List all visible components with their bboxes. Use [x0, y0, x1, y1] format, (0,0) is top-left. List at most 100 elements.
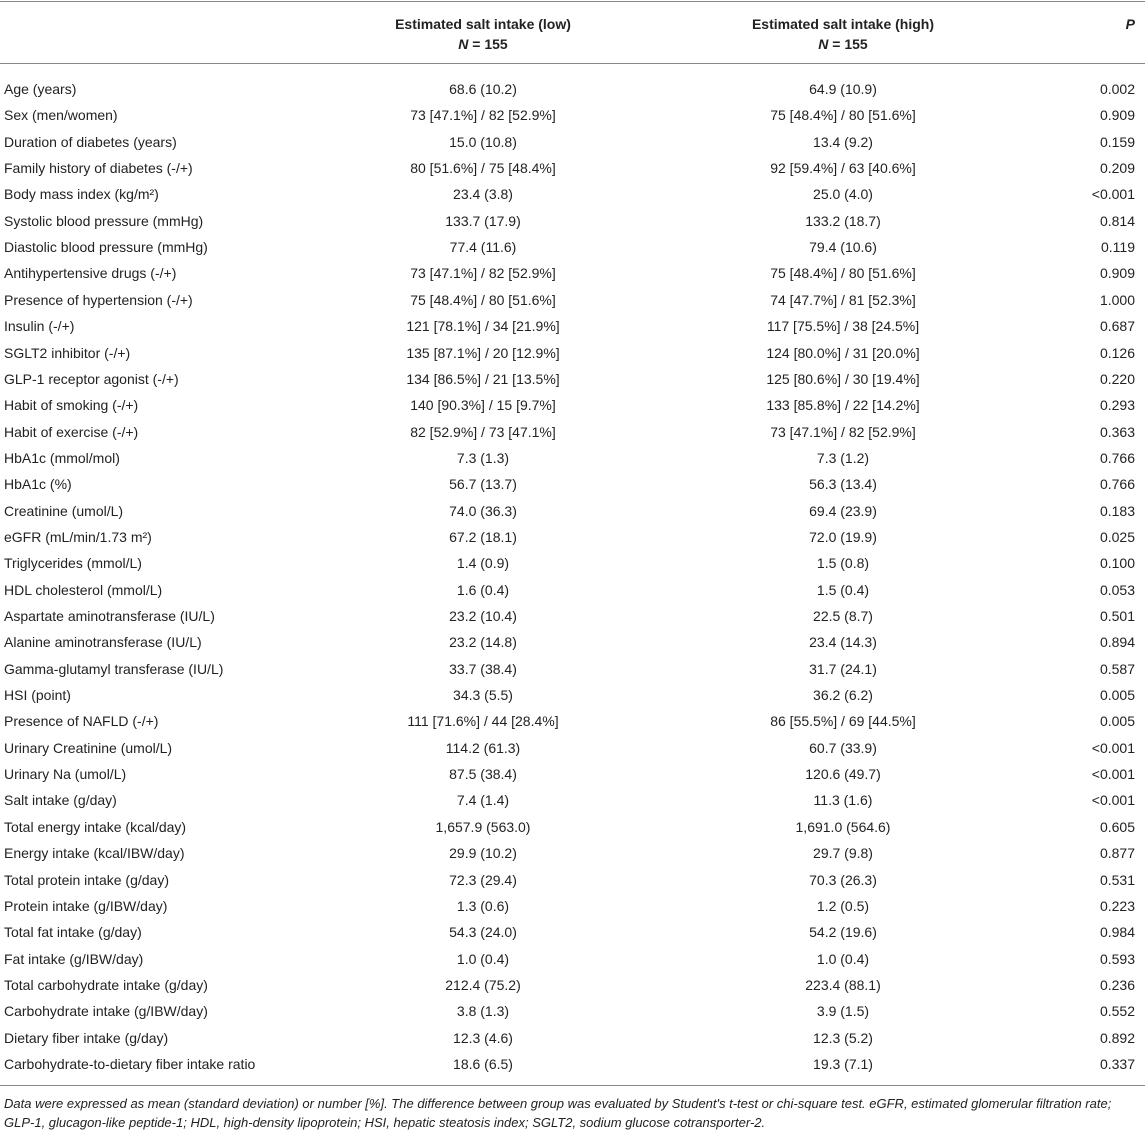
cell-low: 133.7 (17.9)	[445, 212, 521, 229]
cell-p: <0.001	[1091, 792, 1135, 809]
cell-high: 75 [48.4%] / 80 [51.6%]	[770, 107, 916, 124]
cell-low: 82 [52.9%] / 73 [47.1%]	[410, 423, 556, 440]
cell-high: 60.7 (33.9)	[809, 739, 877, 756]
cell-p: 0.236	[1099, 976, 1135, 993]
cell-high: 36.2 (6.2)	[813, 687, 873, 704]
cell-high: 12.3 (5.2)	[813, 1029, 873, 1046]
cell-p: 0.002	[1099, 81, 1135, 97]
row-label: Aspartate aminotransferase (IU/L)	[4, 608, 215, 624]
cell-p: 0.220	[1099, 370, 1135, 387]
row-label: Gamma-glutamyl transferase (IU/L)	[4, 660, 224, 677]
cell-high: 92 [59.4%] / 63 [40.6%]	[770, 160, 916, 177]
cell-high: 117 [75.5%] / 38 [24.5%]	[766, 318, 920, 335]
row-label: Systolic blood pressure (mmHg)	[4, 212, 204, 229]
cell-high: 1,691.0 (564.6)	[795, 818, 891, 835]
row-label: HbA1c (%)	[4, 476, 72, 493]
cell-p: 0.531	[1099, 871, 1135, 888]
row-label: Carbohydrate-to-dietary fiber intake rat…	[4, 1055, 256, 1072]
cell-high: 72.0 (19.9)	[809, 528, 877, 545]
cell-p: 0.159	[1099, 133, 1135, 150]
cell-low: 114.2 (61.3)	[445, 739, 521, 756]
column-title: P	[1125, 16, 1135, 32]
cell-high: 29.7 (9.8)	[813, 845, 873, 862]
bottom-rule	[0, 1085, 1145, 1086]
cell-p: 0.593	[1099, 950, 1135, 967]
cell-high: 7.3 (1.2)	[816, 449, 870, 466]
cell-low: 23.4 (3.8)	[453, 186, 513, 203]
column-title: Estimated salt intake (low)	[395, 16, 571, 32]
cell-low: 135 [87.1%] / 20 [12.9%]	[406, 344, 560, 361]
row-label: Presence of hypertension (-/+)	[4, 291, 193, 308]
cell-high: 13.4 (9.2)	[813, 133, 873, 150]
cell-p: 0.126	[1099, 344, 1135, 361]
cell-high: 31.7 (24.1)	[809, 660, 877, 677]
cell-high: 11.3 (1.6)	[813, 792, 873, 809]
row-label: Carbohydrate intake (g/IBW/day)	[4, 1003, 208, 1020]
row-label: Total fat intake (g/day)	[4, 924, 142, 941]
cell-high: 133 [85.8%] / 22 [14.2%]	[766, 397, 920, 414]
cell-low: 29.9 (10.2)	[449, 845, 517, 862]
row-label: Protein intake (g/IBW/day)	[4, 897, 168, 914]
row-label: Diastolic blood pressure (mmHg)	[4, 239, 208, 256]
row-label: Age (years)	[4, 81, 77, 97]
cell-low: 134 [86.5%] / 21 [13.5%]	[406, 370, 560, 387]
cell-low: 67.2 (18.1)	[449, 528, 517, 545]
row-label: Duration of diabetes (years)	[4, 133, 177, 150]
row-label: Antihypertensive drugs (-/+)	[4, 265, 177, 282]
row-label: Body mass index (kg/m²)	[4, 186, 159, 203]
cell-high: 70.3 (26.3)	[809, 871, 877, 888]
cell-p: 0.005	[1099, 713, 1135, 730]
cell-low: 1.3 (0.6)	[456, 897, 510, 914]
cell-p: 0.909	[1099, 107, 1135, 124]
cell-low: 73 [47.1%] / 82 [52.9%]	[410, 107, 556, 124]
cell-low: 212.4 (75.2)	[445, 976, 521, 993]
cell-p: 0.877	[1099, 845, 1135, 862]
cell-low: 1.0 (0.4)	[456, 950, 510, 967]
cell-high: 125 [80.6%] / 30 [19.4%]	[766, 370, 920, 387]
cell-p: 1.000	[1099, 291, 1135, 308]
row-label: HbA1c (mmol/mol)	[4, 449, 120, 466]
row-label: Total carbohydrate intake (g/day)	[4, 976, 208, 993]
row-label: Total energy intake (kcal/day)	[4, 818, 187, 835]
cell-p: 0.005	[1099, 687, 1135, 704]
cell-p: 0.100	[1099, 555, 1135, 572]
row-label: HDL cholesterol (mmol/L)	[4, 581, 163, 598]
top-rule	[0, 1, 1145, 2]
cell-high: 79.4 (10.6)	[809, 239, 877, 256]
cell-high: 1.5 (0.8)	[816, 555, 870, 572]
cell-low: 140 [90.3%] / 15 [9.7%]	[410, 397, 556, 414]
cell-high: 124 [80.0%] / 31 [20.0%]	[766, 344, 920, 361]
cell-low: 74.0 (36.3)	[449, 502, 517, 519]
cell-low: 111 [71.6%] / 44 [28.4%]	[407, 713, 559, 730]
column-n: N = 155	[283, 35, 683, 53]
cell-low: 3.8 (1.3)	[456, 1003, 510, 1020]
cell-low: 1.4 (0.9)	[456, 555, 510, 572]
cell-low: 15.0 (10.8)	[449, 133, 517, 150]
cell-high: 74 [47.7%] / 81 [52.3%]	[770, 291, 916, 308]
cell-low: 87.5 (38.4)	[449, 766, 517, 783]
cell-high: 69.4 (23.9)	[809, 502, 877, 519]
cell-low: 34.3 (5.5)	[453, 687, 513, 704]
row-label: Urinary Na (umol/L)	[4, 766, 127, 783]
cell-low: 12.3 (4.6)	[453, 1029, 513, 1046]
cell-p: 0.766	[1099, 449, 1135, 466]
cell-low: 121 [78.1%] / 34 [21.9%]	[406, 318, 560, 335]
cell-p: <0.001	[1091, 739, 1135, 756]
n-value: = 155	[472, 36, 508, 52]
cell-low: 75 [48.4%] / 80 [51.6%]	[410, 291, 556, 308]
cell-high: 22.5 (8.7)	[813, 608, 873, 624]
column-title: Estimated salt intake (high)	[751, 16, 935, 32]
cell-p: 0.552	[1099, 1003, 1135, 1020]
row-label: Habit of smoking (-/+)	[4, 397, 139, 414]
cell-high: 75 [48.4%] / 80 [51.6%]	[770, 265, 916, 282]
row-label: Total protein intake (g/day)	[4, 871, 169, 888]
row-label: Sex (men/women)	[4, 107, 118, 124]
row-label: GLP-1 receptor agonist (-/+)	[4, 370, 179, 387]
cell-p: <0.001	[1091, 766, 1135, 783]
row-label: Creatinine (umol/L)	[4, 502, 124, 519]
cell-p: 0.814	[1099, 212, 1135, 229]
cell-low: 23.2 (10.4)	[449, 608, 517, 624]
cell-p: 0.766	[1099, 476, 1135, 493]
row-label: Family history of diabetes (-/+)	[4, 160, 193, 177]
